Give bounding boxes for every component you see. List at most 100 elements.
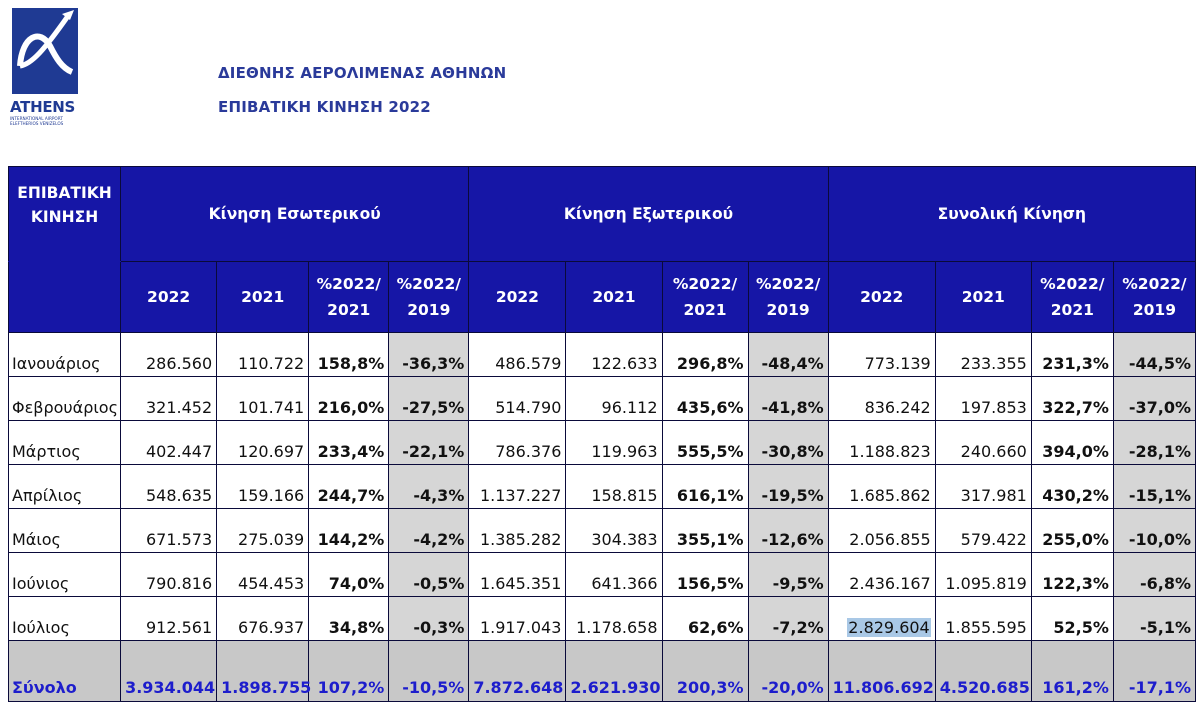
- logo-subtitle-line1: INTERNATIONAL AIRPORT: [10, 116, 63, 121]
- column-header-line1: %2022/: [396, 275, 461, 293]
- value-cell: 3.934.044: [120, 640, 218, 702]
- value-cell: 1.188.823: [827, 420, 936, 465]
- passenger-traffic-table: ΕΠΙΒΑΤΙΚΗ ΚΙΝΗΣΗ Κίνηση Εσωτερικού Κίνησ…: [7, 166, 1197, 702]
- value-cell: 1.137.227: [468, 464, 567, 509]
- value-cell: 790.816: [120, 552, 218, 597]
- value-cell: 161,2%: [1030, 640, 1114, 702]
- column-header-line1: 2021: [592, 288, 636, 306]
- value-cell: 912.561: [120, 596, 218, 641]
- column-header: 2021: [216, 261, 310, 333]
- month-cell: Φεβρουάριος: [7, 376, 122, 421]
- column-header-line2: 2019: [407, 301, 451, 319]
- table-subheader-row: 2022 2021 %2022/2021 %2022/2019 2022 2021 %202…: [7, 261, 1197, 333]
- table-total-row: Σύνολο 3.934.044 1.898.755 107,2% -10,5% 7.87…: [7, 640, 1197, 702]
- value-cell: -10,0%: [1112, 508, 1197, 553]
- column-header-line1: %2022/: [755, 275, 821, 293]
- column-header-line2: 2019: [1132, 301, 1176, 319]
- selected-value: 2.829.604: [847, 618, 931, 637]
- value-cell: -6,8%: [1112, 552, 1197, 597]
- value-cell: 548.635: [120, 464, 218, 509]
- value-cell: 641.366: [565, 552, 663, 597]
- value-cell: 122,3%: [1030, 552, 1114, 597]
- column-header-line1: 2021: [961, 288, 1005, 306]
- value-cell: 216,0%: [308, 376, 390, 421]
- month-cell: Ιανουάριος: [7, 332, 122, 377]
- value-cell: 430,2%: [1030, 464, 1114, 509]
- column-header-line1: %2022/: [1122, 275, 1187, 293]
- value-cell: 1.898.755: [216, 640, 311, 702]
- value-cell: 321.452: [120, 376, 218, 421]
- column-header: %2022/2019: [747, 261, 829, 333]
- value-cell: 1.385.282: [468, 508, 567, 553]
- value-cell: 676.937: [216, 596, 310, 641]
- value-cell: 159.166: [216, 464, 310, 509]
- value-cell: 240.660: [934, 420, 1032, 465]
- value-cell: -4,3%: [388, 464, 470, 509]
- value-cell: -9,5%: [747, 552, 829, 597]
- value-cell: -41,8%: [747, 376, 829, 421]
- value-cell: -30,8%: [747, 420, 829, 465]
- value-cell: 1.645.351: [468, 552, 567, 597]
- column-header: %2022/2019: [388, 261, 470, 333]
- airport-logo: ATHENS INTERNATIONAL AIRPORT ELEFTHERIOS…: [10, 6, 82, 130]
- row-label-header-line2: ΚΙΝΗΣΗ: [30, 208, 99, 226]
- value-cell: 579.422: [934, 508, 1032, 553]
- column-header-line1: 2021: [241, 288, 285, 306]
- table-row: Ιούνιος 790.816 454.453 74,0% -0,5% 1.645.351…: [7, 552, 1197, 597]
- column-header: %2022/2021: [661, 261, 749, 333]
- value-cell: -37,0%: [1112, 376, 1197, 421]
- value-cell: 101.741: [216, 376, 310, 421]
- column-header-line1: 2022: [147, 288, 191, 306]
- value-cell: 773.139: [827, 332, 936, 377]
- value-cell: 7.872.648: [468, 640, 567, 702]
- month-cell: Απρίλιος: [7, 464, 122, 509]
- value-cell: 200,3%: [661, 640, 749, 702]
- column-header-line1: 2022: [860, 288, 904, 306]
- group-header-international: Κίνηση Εξωτερικού: [468, 166, 829, 262]
- value-cell: -27,5%: [388, 376, 470, 421]
- value-cell: 74,0%: [308, 552, 390, 597]
- value-cell: 1.917.043: [468, 596, 567, 641]
- value-cell: -10,5%: [388, 640, 470, 702]
- value-cell: 394,0%: [1030, 420, 1114, 465]
- value-cell: 156,5%: [661, 552, 749, 597]
- value-cell: 317.981: [934, 464, 1032, 509]
- value-cell: 244,7%: [308, 464, 390, 509]
- month-cell: Ιούλιος: [7, 596, 122, 641]
- column-header: 2022: [120, 261, 218, 333]
- value-cell: 233.355: [934, 332, 1032, 377]
- value-cell: -5,1%: [1112, 596, 1197, 641]
- month-cell: Ιούνιος: [7, 552, 122, 597]
- value-cell: 1.095.819: [934, 552, 1032, 597]
- value-cell: -4,2%: [388, 508, 470, 553]
- value-cell: 231,3%: [1030, 332, 1114, 377]
- value-cell: -0,5%: [388, 552, 470, 597]
- value-cell: -19,5%: [747, 464, 829, 509]
- value-cell: 486.579: [468, 332, 567, 377]
- value-cell: 11.806.692: [827, 640, 936, 702]
- value-cell: 2.829.604: [827, 596, 936, 641]
- table-row: Φεβρουάριος 321.452 101.741 216,0% -27,5% 514…: [7, 376, 1197, 421]
- value-cell: 144,2%: [308, 508, 390, 553]
- value-cell: 671.573: [120, 508, 218, 553]
- value-cell: -12,6%: [747, 508, 829, 553]
- column-header-line1: %2022/: [672, 275, 738, 293]
- value-cell: 110.722: [216, 332, 310, 377]
- value-cell: 1.685.862: [827, 464, 936, 509]
- value-cell: 119.963: [565, 420, 663, 465]
- column-header: %2022/2019: [1112, 261, 1197, 333]
- value-cell: 275.039: [216, 508, 310, 553]
- value-cell: -48,4%: [747, 332, 829, 377]
- column-header-line2: 2021: [327, 301, 371, 319]
- value-cell: 304.383: [565, 508, 663, 553]
- value-cell: 197.853: [934, 376, 1032, 421]
- table-row: Ιανουάριος 286.560 110.722 158,8% -36,3% 486.…: [7, 332, 1197, 377]
- value-cell: -0,3%: [388, 596, 470, 641]
- athens-airport-emblem-icon: [10, 6, 82, 98]
- value-cell: 836.242: [827, 376, 936, 421]
- column-header-line2: 2021: [1050, 301, 1094, 319]
- value-cell: 62,6%: [661, 596, 749, 641]
- value-cell: -44,5%: [1112, 332, 1197, 377]
- column-header: 2022: [468, 261, 567, 333]
- value-cell: 158,8%: [308, 332, 390, 377]
